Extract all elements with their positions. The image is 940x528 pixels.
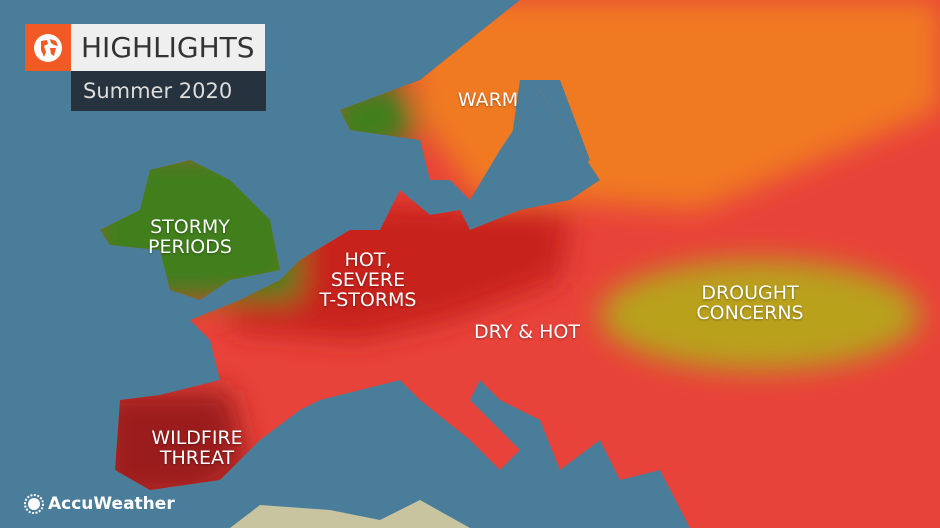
label-line: HOT, — [344, 249, 392, 271]
label-line: T-STORMS — [319, 289, 417, 311]
label-hot: HOT, SEVERE T-STORMS — [320, 250, 417, 310]
label-wildfire: WILDFIRE THREAT — [151, 428, 242, 468]
highlights-header: HIGHLIGHTS — [25, 24, 265, 71]
label-line: WILDFIRE — [151, 427, 243, 449]
label-warm: WARM — [457, 89, 519, 111]
brand-name: AccuWeather — [48, 494, 175, 514]
accuweather-logo: AccuWeather — [24, 494, 175, 514]
header-title: HIGHLIGHTS — [71, 24, 265, 71]
label-line: THREAT — [159, 447, 235, 469]
label-line: DROUGHT — [701, 282, 799, 304]
header-subtitle: Summer 2020 — [71, 71, 266, 111]
label-drought: DROUGHT CONCERNS — [696, 283, 803, 323]
globe-icon — [25, 24, 71, 71]
label-stormy: STORMY PERIODS — [148, 217, 232, 257]
label-line: PERIODS — [148, 236, 232, 258]
sun-icon — [24, 494, 44, 514]
north-africa — [230, 500, 470, 528]
label-line: SEVERE — [330, 269, 406, 291]
label-line: STORMY — [150, 216, 230, 238]
label-dry-hot: DRY & HOT — [474, 321, 580, 343]
label-line: CONCERNS — [696, 302, 804, 324]
